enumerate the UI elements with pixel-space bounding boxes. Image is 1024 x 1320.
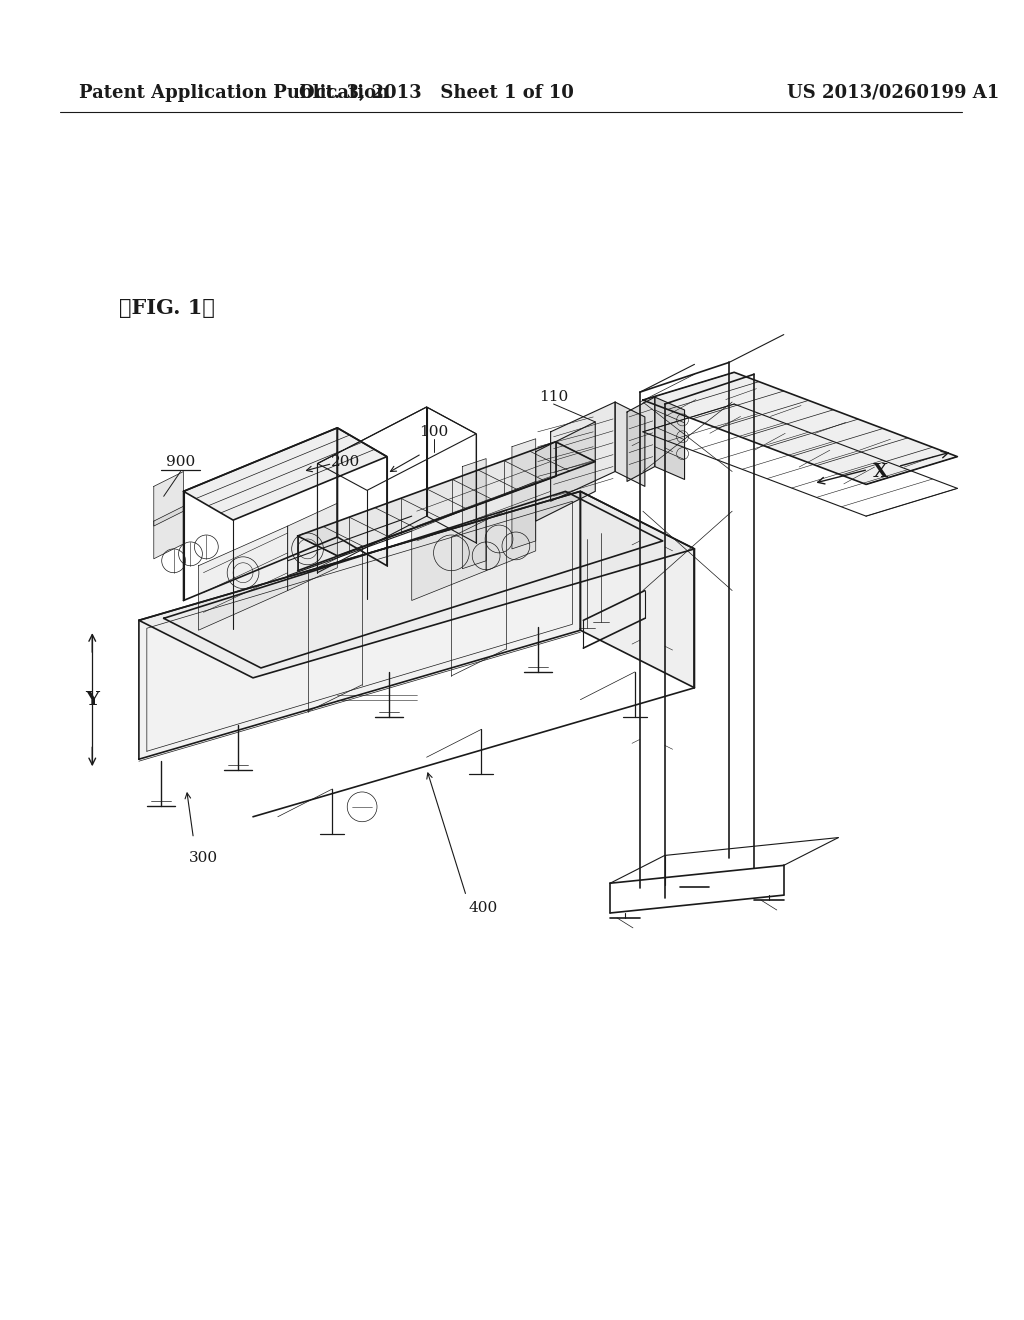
Polygon shape bbox=[288, 503, 337, 590]
Text: 900: 900 bbox=[166, 454, 196, 469]
Text: 100: 100 bbox=[419, 425, 449, 438]
Polygon shape bbox=[154, 471, 183, 527]
Polygon shape bbox=[462, 458, 486, 569]
Polygon shape bbox=[139, 491, 694, 678]
Polygon shape bbox=[199, 527, 288, 630]
Polygon shape bbox=[183, 428, 387, 520]
Polygon shape bbox=[298, 442, 595, 556]
Polygon shape bbox=[536, 422, 595, 521]
Polygon shape bbox=[654, 397, 685, 479]
Polygon shape bbox=[512, 438, 536, 549]
Text: X: X bbox=[873, 462, 889, 480]
Polygon shape bbox=[139, 491, 581, 759]
Text: 400: 400 bbox=[469, 902, 498, 915]
Polygon shape bbox=[615, 403, 645, 486]
Polygon shape bbox=[643, 372, 957, 484]
Text: US 2013/0260199 A1: US 2013/0260199 A1 bbox=[786, 83, 999, 102]
Text: 【FIG. 1】: 【FIG. 1】 bbox=[119, 298, 215, 318]
Polygon shape bbox=[164, 491, 663, 668]
Polygon shape bbox=[551, 403, 615, 502]
Polygon shape bbox=[627, 397, 654, 482]
Polygon shape bbox=[486, 482, 536, 570]
Polygon shape bbox=[154, 507, 183, 558]
Text: Y: Y bbox=[85, 690, 99, 709]
Text: 110: 110 bbox=[539, 391, 568, 404]
Text: Oct. 3, 2013   Sheet 1 of 10: Oct. 3, 2013 Sheet 1 of 10 bbox=[299, 83, 574, 102]
Polygon shape bbox=[581, 491, 694, 688]
Text: 200: 200 bbox=[331, 454, 359, 469]
Text: Patent Application Publication: Patent Application Publication bbox=[80, 83, 389, 102]
Polygon shape bbox=[412, 502, 486, 601]
Text: 300: 300 bbox=[188, 851, 218, 866]
